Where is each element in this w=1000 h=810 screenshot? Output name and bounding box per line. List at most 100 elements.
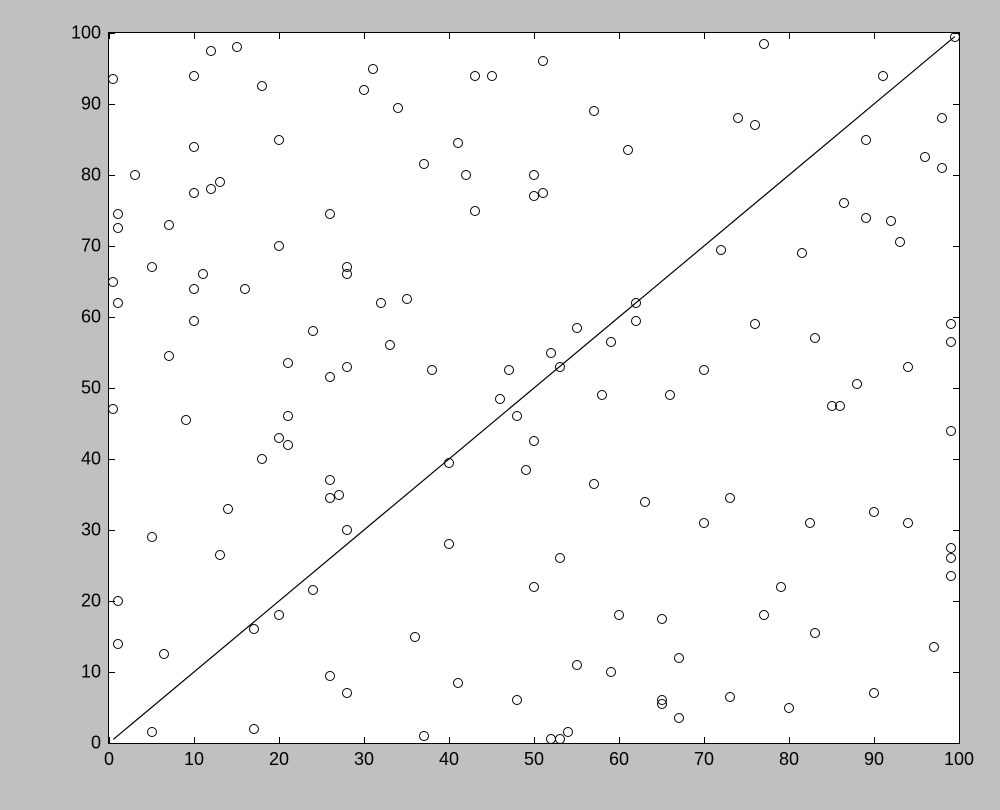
scatter-marker [325,209,335,219]
scatter-marker [325,372,335,382]
scatter-marker [249,724,259,734]
scatter-marker [325,475,335,485]
scatter-marker [699,365,709,375]
scatter-marker [342,525,352,535]
scatter-marker [495,394,505,404]
y-tick-label: 60 [81,307,101,328]
scatter-marker [189,284,199,294]
scatter-marker [206,46,216,56]
scatter-marker [750,319,760,329]
y-tick-mark [953,672,959,673]
scatter-marker [725,692,735,702]
scatter-marker [886,216,896,226]
scatter-marker [159,649,169,659]
y-tick-mark [953,317,959,318]
scatter-marker [869,688,879,698]
scatter-marker [223,504,233,514]
y-tick-label: 20 [81,591,101,612]
scatter-marker [189,316,199,326]
scatter-marker [470,206,480,216]
scatter-marker [725,493,735,503]
scatter-plot-axes: 0102030405060708090100010203040506070809… [108,32,960,744]
scatter-marker [563,727,573,737]
scatter-marker [521,465,531,475]
y-tick-mark [109,33,115,34]
x-tick-label: 0 [104,749,114,770]
scatter-marker [937,113,947,123]
scatter-marker [946,319,956,329]
scatter-marker [108,404,118,414]
y-tick-mark [953,601,959,602]
y-tick-mark [953,530,959,531]
scatter-marker [402,294,412,304]
y-tick-mark [953,246,959,247]
scatter-marker [393,103,403,113]
scatter-marker [368,64,378,74]
scatter-marker [946,337,956,347]
scatter-marker [215,550,225,560]
scatter-marker [427,365,437,375]
x-tick-label: 20 [269,749,289,770]
y-tick-label: 0 [91,733,101,754]
y-tick-label: 100 [71,23,101,44]
x-tick-label: 100 [944,749,974,770]
scatter-marker [334,490,344,500]
scatter-marker [861,135,871,145]
x-tick-mark [364,737,365,743]
x-tick-mark [874,33,875,39]
x-tick-label: 40 [439,749,459,770]
x-tick-mark [279,33,280,39]
scatter-marker [546,348,556,358]
scatter-marker [810,628,820,638]
scatter-marker [903,362,913,372]
scatter-marker [113,209,123,219]
scatter-marker [342,362,352,372]
y-tick-label: 80 [81,165,101,186]
scatter-marker [699,518,709,528]
scatter-marker [657,695,667,705]
y-tick-mark [109,317,115,318]
scatter-marker [215,177,225,187]
scatter-marker [181,415,191,425]
scatter-marker [342,269,352,279]
scatter-marker [878,71,888,81]
x-tick-mark [789,737,790,743]
x-tick-mark [449,737,450,743]
x-tick-mark [534,737,535,743]
scatter-marker [606,667,616,677]
scatter-marker [512,411,522,421]
y-tick-mark [109,459,115,460]
y-tick-mark [953,459,959,460]
x-tick-mark [449,33,450,39]
x-tick-mark [704,737,705,743]
scatter-marker [572,323,582,333]
scatter-marker [113,298,123,308]
scatter-marker [419,731,429,741]
scatter-marker [385,340,395,350]
scatter-marker [113,223,123,233]
scatter-marker [937,163,947,173]
x-tick-label: 80 [779,749,799,770]
scatter-marker [869,507,879,517]
scatter-marker [376,298,386,308]
y-tick-mark [953,33,959,34]
x-tick-mark [619,33,620,39]
scatter-marker [631,298,641,308]
scatter-marker [453,138,463,148]
x-tick-label: 50 [524,749,544,770]
scatter-marker [325,671,335,681]
scatter-marker [946,426,956,436]
scatter-marker [759,39,769,49]
scatter-marker [164,351,174,361]
scatter-marker [108,74,118,84]
scatter-marker [283,411,293,421]
scatter-marker [283,440,293,450]
x-tick-mark [279,737,280,743]
scatter-marker [538,188,548,198]
scatter-marker [189,71,199,81]
scatter-marker [512,695,522,705]
scatter-marker [529,436,539,446]
scatter-marker [835,401,845,411]
y-tick-label: 50 [81,378,101,399]
scatter-marker [555,553,565,563]
